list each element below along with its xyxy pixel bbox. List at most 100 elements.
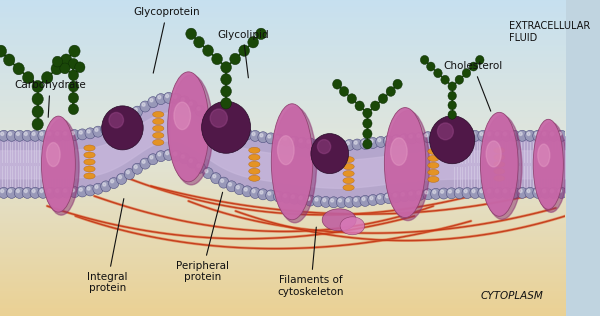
Circle shape <box>437 123 454 140</box>
Circle shape <box>189 159 192 162</box>
Circle shape <box>551 132 554 136</box>
Circle shape <box>503 132 506 136</box>
Circle shape <box>202 101 251 153</box>
Circle shape <box>148 154 158 165</box>
Circle shape <box>250 187 260 198</box>
Circle shape <box>30 130 40 141</box>
Circle shape <box>116 173 127 185</box>
Circle shape <box>376 194 386 204</box>
Circle shape <box>32 81 43 92</box>
Circle shape <box>391 191 402 203</box>
Circle shape <box>346 198 349 202</box>
Circle shape <box>337 140 347 151</box>
Circle shape <box>109 112 124 128</box>
Circle shape <box>109 178 119 189</box>
Circle shape <box>252 189 255 193</box>
Circle shape <box>189 102 192 105</box>
Ellipse shape <box>249 175 260 181</box>
Circle shape <box>16 189 19 192</box>
Circle shape <box>379 94 388 104</box>
Circle shape <box>79 131 82 134</box>
Circle shape <box>71 189 74 192</box>
Circle shape <box>354 198 357 201</box>
Circle shape <box>431 131 441 142</box>
Circle shape <box>61 54 72 66</box>
Ellipse shape <box>486 141 501 167</box>
Circle shape <box>48 132 51 136</box>
Ellipse shape <box>278 136 294 165</box>
Circle shape <box>226 181 237 192</box>
Circle shape <box>242 129 253 140</box>
Circle shape <box>431 188 441 199</box>
Circle shape <box>275 136 278 139</box>
Circle shape <box>283 194 287 197</box>
Circle shape <box>338 199 341 202</box>
Circle shape <box>362 140 365 143</box>
Circle shape <box>110 122 114 126</box>
Circle shape <box>164 149 174 161</box>
Ellipse shape <box>47 143 60 167</box>
Circle shape <box>4 54 15 66</box>
Circle shape <box>383 136 394 147</box>
Circle shape <box>172 150 182 161</box>
Circle shape <box>103 126 106 129</box>
Circle shape <box>527 189 530 192</box>
Circle shape <box>64 132 67 135</box>
Circle shape <box>68 93 79 103</box>
Ellipse shape <box>494 168 505 174</box>
Ellipse shape <box>482 115 522 219</box>
Ellipse shape <box>494 154 505 160</box>
Circle shape <box>210 109 227 127</box>
Circle shape <box>313 139 323 150</box>
Circle shape <box>252 132 255 136</box>
Circle shape <box>260 134 263 137</box>
Circle shape <box>226 124 237 135</box>
Circle shape <box>234 126 245 137</box>
Circle shape <box>40 132 43 136</box>
Circle shape <box>150 99 153 102</box>
Circle shape <box>229 126 232 129</box>
Circle shape <box>24 189 28 192</box>
Circle shape <box>118 175 122 179</box>
Circle shape <box>440 133 443 136</box>
Circle shape <box>155 151 166 162</box>
Circle shape <box>331 142 334 145</box>
Circle shape <box>360 195 370 206</box>
Circle shape <box>172 93 182 104</box>
Circle shape <box>32 106 43 118</box>
Circle shape <box>274 191 284 202</box>
Circle shape <box>75 62 85 73</box>
Circle shape <box>230 53 241 65</box>
Circle shape <box>315 198 318 201</box>
Circle shape <box>446 188 457 199</box>
Ellipse shape <box>481 112 518 216</box>
Ellipse shape <box>170 75 213 185</box>
Ellipse shape <box>41 116 76 212</box>
Circle shape <box>127 170 130 174</box>
Circle shape <box>472 189 475 193</box>
Text: Integral
protein: Integral protein <box>87 199 128 293</box>
Circle shape <box>236 185 239 189</box>
Circle shape <box>236 129 239 132</box>
Circle shape <box>1 189 4 192</box>
Circle shape <box>439 188 449 199</box>
Circle shape <box>368 195 378 205</box>
Circle shape <box>525 130 535 141</box>
Circle shape <box>53 130 64 141</box>
Circle shape <box>299 139 302 142</box>
Circle shape <box>221 86 232 97</box>
Circle shape <box>181 98 184 101</box>
Circle shape <box>32 132 35 136</box>
Circle shape <box>535 189 538 192</box>
Ellipse shape <box>343 185 354 191</box>
Circle shape <box>399 134 410 145</box>
Circle shape <box>211 116 221 126</box>
Circle shape <box>488 189 491 193</box>
Circle shape <box>476 55 484 64</box>
Circle shape <box>132 106 142 117</box>
Circle shape <box>401 193 404 196</box>
Circle shape <box>68 81 79 92</box>
Circle shape <box>329 140 339 151</box>
Circle shape <box>218 177 229 188</box>
Circle shape <box>53 187 64 198</box>
